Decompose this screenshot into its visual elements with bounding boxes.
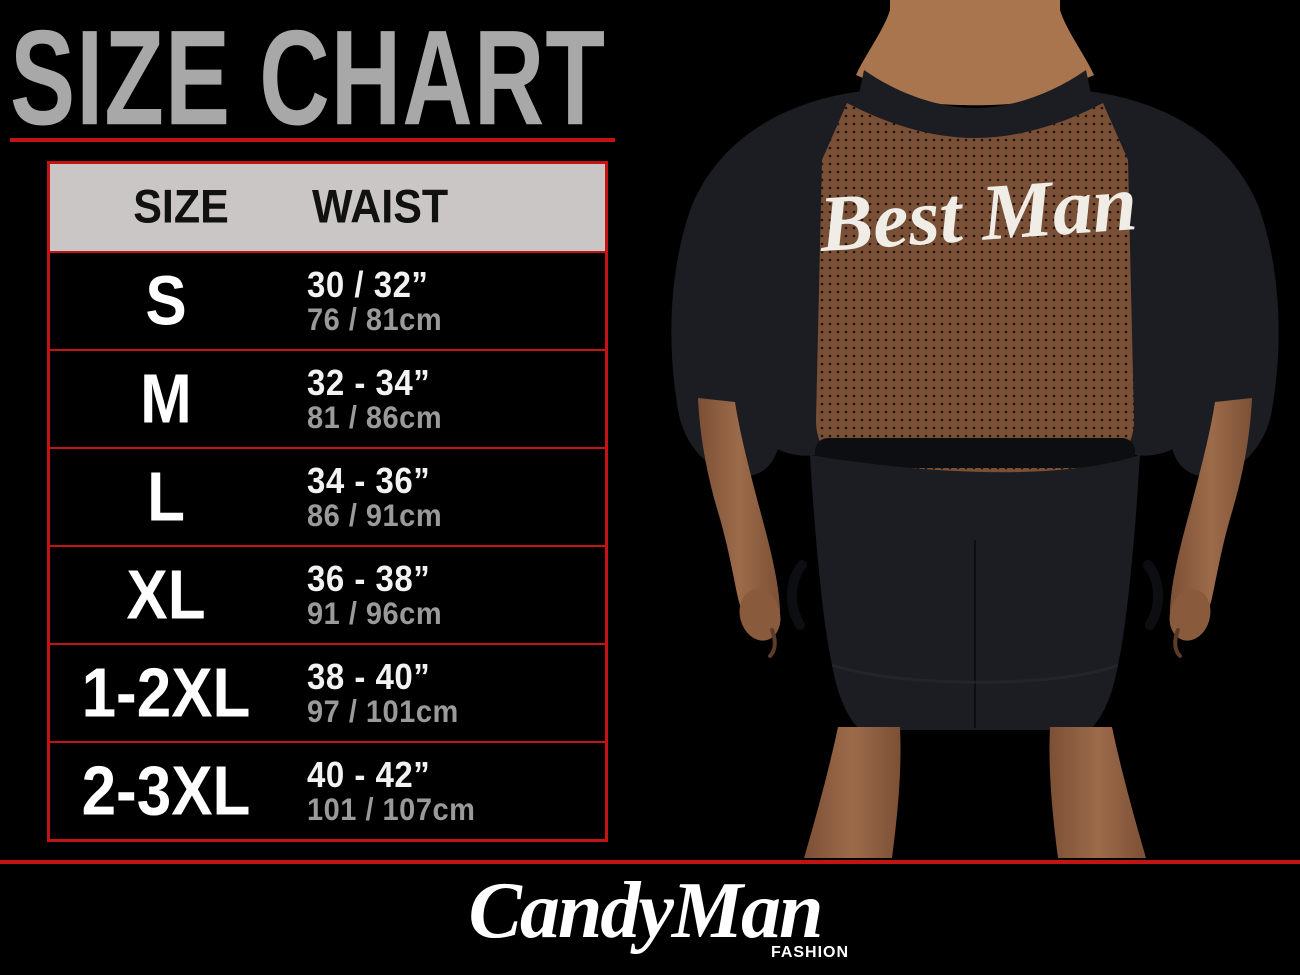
svg-text:FASHION: FASHION	[771, 944, 849, 961]
svg-text:CandyMan: CandyMan	[469, 867, 822, 955]
